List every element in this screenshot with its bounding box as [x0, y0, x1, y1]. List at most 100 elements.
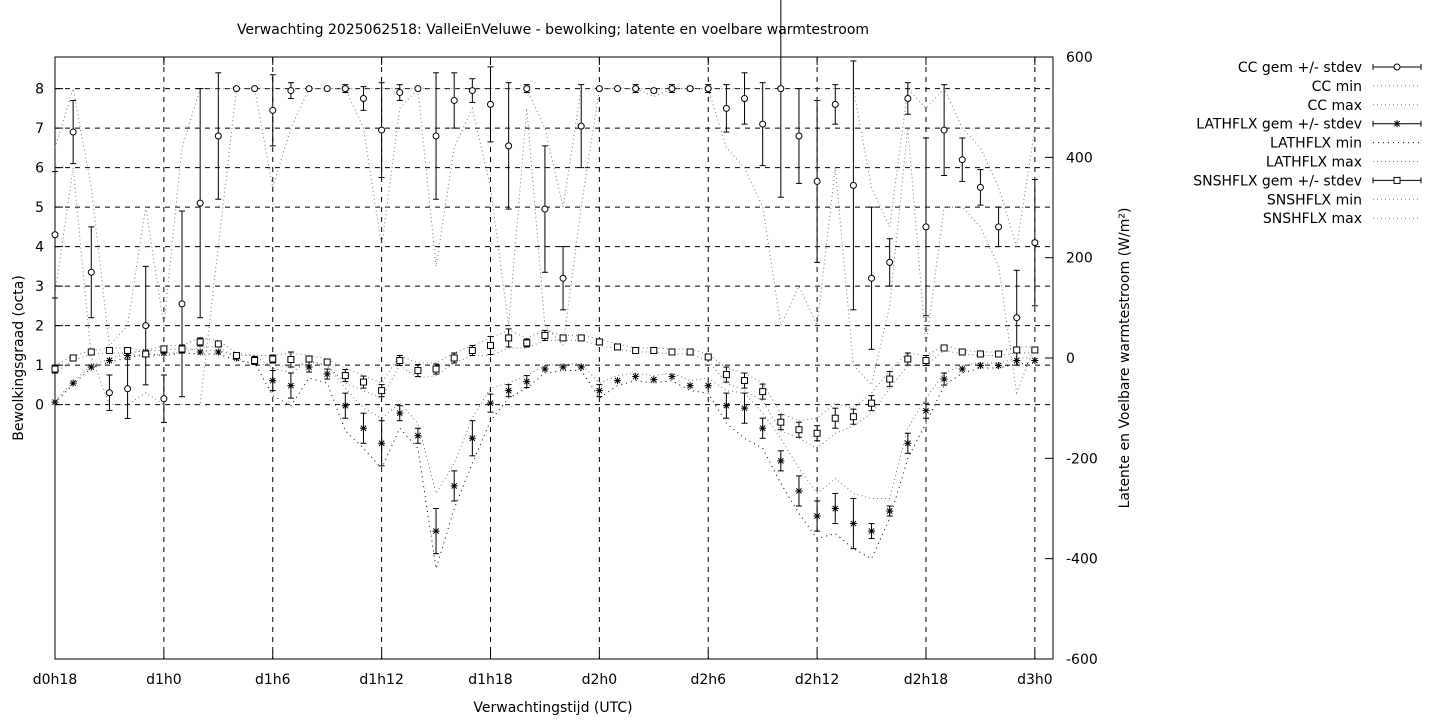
cc-mean-point: [359, 94, 367, 102]
snshflx-mean-point: [178, 345, 186, 353]
snshflx-mean-point: [595, 338, 603, 346]
y-tick-label: 5: [35, 200, 44, 216]
cc-mean-point: [614, 85, 622, 93]
lathflx-mean-point: [468, 434, 476, 442]
x-tick-label: d2h6: [690, 672, 726, 688]
lathflx-mean-point: [196, 348, 204, 356]
cc-mean-point: [777, 85, 785, 93]
lathflx-mean-point: [269, 377, 277, 385]
lathflx-mean-point: [51, 398, 59, 406]
lathflx-mean-point: [523, 378, 531, 386]
lathflx-mean-point: [214, 348, 222, 356]
lathflx-mean-point: [704, 382, 712, 390]
lathflx-mean-point: [378, 439, 386, 447]
cc-mean-point: [595, 85, 603, 93]
y2-tick-label: 600: [1066, 50, 1093, 66]
snshflx-mean-point: [759, 388, 767, 396]
y2-tick-label: 200: [1066, 251, 1093, 267]
snshflx-mean-point: [1013, 346, 1021, 354]
snshflx-mean-point: [650, 346, 658, 354]
snshflx-mean-point: [323, 358, 331, 366]
legend-label: LATHFLX gem +/- stdev: [1196, 117, 1362, 133]
x-tick-label: d1h6: [255, 672, 291, 688]
lathflx-mean-point: [849, 520, 857, 528]
cc-mean-point: [232, 85, 240, 93]
cc-mean-point: [196, 199, 204, 207]
snshflx-mean-point: [450, 354, 458, 362]
cc-mean-point: [523, 85, 531, 93]
legend-marker: [1393, 176, 1401, 184]
lathflx-mean-point: [559, 363, 567, 371]
lathflx-mean-point: [69, 379, 77, 387]
chart-title: Verwachting 2025062518: ValleiEnVeluwe -…: [237, 22, 869, 38]
x-tick-label: d1h18: [468, 672, 512, 688]
y-tick-label: 1: [35, 358, 44, 374]
lathflx-mean-point: [777, 457, 785, 465]
cc-mean-point: [341, 85, 349, 93]
snshflx-mean-point: [868, 399, 876, 407]
lathflx-mean-point: [595, 387, 603, 395]
snshflx-mean-point: [341, 372, 349, 380]
lathflx-mean-point: [287, 382, 295, 390]
legend-label: SNSHFLX gem +/- stdev: [1193, 173, 1362, 189]
cc-mean-point: [976, 183, 984, 191]
lathflx-mean-point: [614, 377, 622, 385]
cc-mean-point: [559, 274, 567, 282]
cc-mean-point: [922, 223, 930, 231]
snshflx-mean-point: [414, 367, 422, 375]
snshflx-mean-point: [124, 346, 132, 354]
snshflx-mean-point: [232, 351, 240, 359]
cc-mean-point: [741, 94, 749, 102]
lathflx-mean-point: [795, 487, 803, 495]
lathflx-mean-point: [359, 424, 367, 432]
lathflx-mean-point: [722, 402, 730, 410]
plot-frame: [54, 56, 1054, 660]
snshflx-mean-point: [523, 339, 531, 347]
snshflx-mean-point: [940, 344, 948, 352]
cc-mean-point: [1013, 314, 1021, 322]
y-tick-label: 3: [35, 279, 44, 295]
snshflx-mean-point: [614, 343, 622, 351]
x-tick-label: d0h18: [33, 672, 77, 688]
lathflx-mean-point: [831, 505, 839, 512]
legend-label: LATHFLX max: [1266, 155, 1362, 171]
snshflx-mean-point: [105, 346, 113, 354]
y-tick-label: 4: [35, 240, 44, 256]
cc-mean-point: [577, 122, 585, 130]
snshflx-mean-point: [541, 331, 549, 339]
snshflx-mean-point: [722, 371, 730, 379]
cc-mean-point: [849, 181, 857, 189]
lathflx-mean-point: [886, 507, 894, 515]
lathflx-mean-point: [124, 351, 132, 359]
y2-tick-label: -600: [1066, 652, 1098, 668]
snshflx-mean-point: [505, 334, 513, 342]
legend-marker: [1393, 120, 1401, 128]
cc-mean-point: [323, 85, 331, 93]
lathflx-mean-point: [904, 439, 912, 447]
x-tick-label: d2h18: [904, 672, 948, 688]
legend-marker: [1393, 63, 1401, 71]
legend-label: SNSHFLX min: [1267, 192, 1362, 208]
cc-mean-point: [722, 104, 730, 112]
cc-mean-point: [831, 100, 839, 108]
cc-mean-point: [414, 85, 422, 93]
cc-mean-group: [51, 0, 1039, 423]
x-axis-label: Verwachtingstijd (UTC): [473, 700, 632, 716]
lathflx-mean-point: [414, 432, 422, 440]
cc-mean-point: [505, 142, 513, 150]
lathflx-mean-point: [450, 482, 458, 490]
snshflx-mean-point: [287, 356, 295, 364]
snshflx-mean-point: [359, 378, 367, 386]
lathflx-mean-point: [541, 365, 549, 373]
cc-mean-point: [650, 87, 658, 95]
lathflx-mean-point: [160, 349, 168, 357]
legend-label: LATHFLX min: [1270, 136, 1362, 152]
snshflx-mean-point: [269, 355, 277, 363]
lathflx-mean-point: [1013, 357, 1021, 365]
cc-mean-point: [686, 85, 694, 93]
snshflx-mean-point: [214, 340, 222, 348]
snshflx-mean-point: [142, 350, 150, 358]
y-tick-label: 6: [35, 161, 44, 177]
lathflx-mean-point: [995, 362, 1003, 370]
axes: d0h18 d1h0 d1h6 d1h12 d1h18 d2h0 d2h6 d2h12 d2h1…: [33, 50, 1098, 688]
